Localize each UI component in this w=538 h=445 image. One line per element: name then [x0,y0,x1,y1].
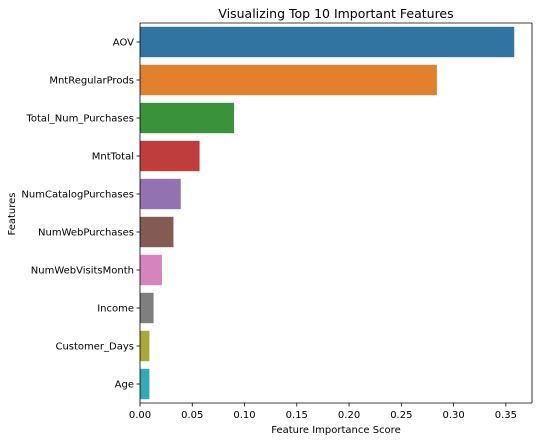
bar-income [140,292,154,324]
bar-numwebpurchases [140,216,174,248]
bar-aov [140,26,515,58]
x-tick-label: 0.05 [181,410,203,421]
y-tick-label: NumWebVisitsMonth [31,266,134,277]
x-tick-label: 0.25 [390,410,412,421]
bar-mntregularprods [140,64,437,96]
x-axis-ticks: 0.00 0.05 0.10 0.15 0.20 0.25 0.30 0.35 [129,403,517,421]
axes-frame [139,22,533,404]
x-tick-label: 0.20 [338,410,360,421]
chart-title: Visualizing Top 10 Important Features [218,6,453,21]
y-tick-label: NumWebPurchases [38,228,134,239]
x-axis-label: Feature Importance Score [271,425,400,436]
y-tick-label: MntTotal [92,152,134,163]
y-tick-label: Income [97,304,134,315]
y-tick-label: Age [115,380,134,391]
bar-total-num-purchases [140,102,235,134]
bar-numcatalogpurchases [140,178,181,210]
y-tick-label: Customer_Days [55,342,134,353]
bar-age [140,368,150,400]
x-tick-label: 0.15 [286,410,308,421]
bar-mnttotal [140,140,200,172]
x-tick-label: 0.35 [495,410,517,421]
x-tick-label: 0.00 [129,410,151,421]
x-tick-label: 0.30 [442,410,464,421]
bars-group [140,26,515,400]
y-tick-label: AOV [113,38,134,49]
bar-numwebvisitsmonth [140,254,162,286]
y-tick-label: Total_Num_Purchases [25,114,134,125]
bar-customer-days [140,330,150,362]
x-tick-label: 0.10 [233,410,255,421]
y-tick-label: MntRegularProds [49,76,134,87]
y-tick-label: NumCatalogPurchases [21,190,134,201]
y-axis-label: Features [7,193,18,236]
y-axis-ticks: AOV MntRegularProds Total_Num_Purchases Mnt… [21,38,140,391]
